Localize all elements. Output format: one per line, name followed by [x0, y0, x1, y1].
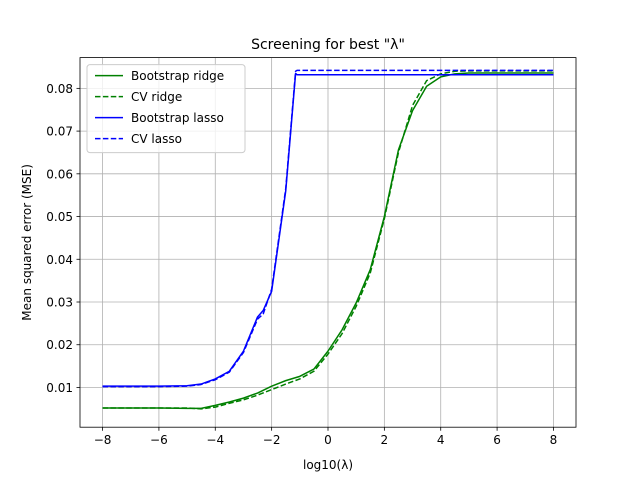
axis-ticks: −8 −6 −4 −2 0 2 4 6 8 0.01 0.02 0.03 0.04 0.05 0.06 0.0…: [46, 82, 557, 447]
series-line-bootstrap-ridge: [102, 72, 554, 410]
y-tick-label: 0.05: [46, 210, 73, 224]
chart-title: Screening for best "λ": [251, 37, 405, 53]
x-tick-label: 6: [493, 433, 501, 447]
y-tick-label: 0.08: [46, 82, 73, 96]
x-tick-label: −2: [263, 433, 281, 447]
grid: [80, 57, 576, 428]
legend-label: CV lasso: [131, 132, 182, 146]
x-tick-label: −6: [150, 433, 168, 447]
x-tick-label: 4: [437, 433, 445, 447]
x-axis-label: log10(λ): [303, 458, 353, 472]
x-tick-label: 8: [550, 433, 558, 447]
legend: Bootstrap ridge CV ridge Bootstrap lasso CV…: [86, 64, 246, 154]
y-tick-label: 0.04: [46, 253, 73, 267]
y-tick-label: 0.03: [46, 296, 73, 310]
series-line-cv-ridge: [102, 70, 554, 410]
y-tick-label: 0.01: [46, 381, 73, 395]
x-tick-label: −4: [206, 433, 224, 447]
y-tick-label: 0.06: [46, 167, 73, 181]
legend-label: CV ridge: [131, 90, 182, 104]
series-line-cv-lasso: [102, 69, 554, 388]
legend-label: Bootstrap ridge: [131, 69, 224, 83]
series-lines: [102, 69, 554, 410]
legend-box: [86, 64, 246, 154]
x-tick-label: 2: [381, 433, 389, 447]
x-tick-label: 0: [324, 433, 332, 447]
y-tick-label: 0.02: [46, 338, 73, 352]
legend-label: Bootstrap lasso: [131, 111, 224, 125]
y-tick-label: 0.07: [46, 125, 73, 139]
y-axis-label: Mean squared error (MSE): [20, 164, 34, 321]
x-tick-label: −8: [94, 433, 112, 447]
